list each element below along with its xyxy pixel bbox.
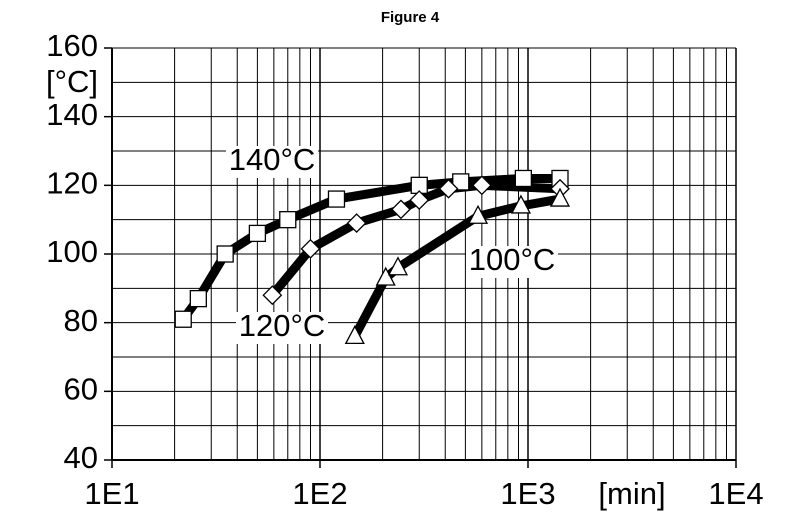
marker [346, 213, 367, 234]
x-tick-label: 1E3 [500, 476, 555, 511]
marker [452, 173, 470, 191]
y-tick-label: 80 [64, 303, 98, 338]
marker [510, 194, 532, 214]
series-label: 140°C [229, 142, 316, 177]
marker [344, 325, 365, 345]
label-bg [226, 146, 318, 178]
y-tick-label: 100 [46, 234, 98, 269]
y-tick-label: 60 [64, 372, 98, 407]
marker [471, 175, 492, 196]
y-axis-label: [°C] [46, 64, 98, 99]
marker [375, 266, 396, 286]
marker [409, 190, 430, 211]
y-tick-label: 140 [46, 97, 98, 132]
marker [279, 211, 297, 229]
x-tick-label: 1E1 [84, 476, 139, 511]
marker [216, 245, 234, 263]
marker [467, 204, 489, 224]
marker [189, 289, 207, 308]
marker [514, 169, 533, 188]
series-line [350, 194, 561, 339]
marker [248, 224, 267, 243]
x-tick-label: 1E2 [292, 476, 347, 511]
marker [262, 285, 283, 306]
series-line [179, 173, 560, 322]
marker [391, 199, 411, 220]
marker [327, 190, 346, 208]
label-bg [236, 312, 328, 344]
marker [438, 178, 459, 199]
y-tick-label: 160 [46, 28, 98, 63]
series-label: 120°C [239, 308, 326, 343]
y-tick-label: 120 [46, 166, 98, 201]
x-tick-label: 1E4 [708, 476, 763, 511]
label-bg [466, 246, 558, 278]
grid [111, 47, 737, 468]
marker [174, 310, 192, 328]
series-label: 100°C [469, 242, 556, 277]
marker [387, 256, 409, 276]
x-axis-label: [min] [598, 476, 665, 511]
marker [300, 238, 321, 259]
marker [549, 187, 571, 207]
chart-title: Figure 4 [381, 9, 440, 26]
y-tick-label: 40 [64, 440, 98, 475]
